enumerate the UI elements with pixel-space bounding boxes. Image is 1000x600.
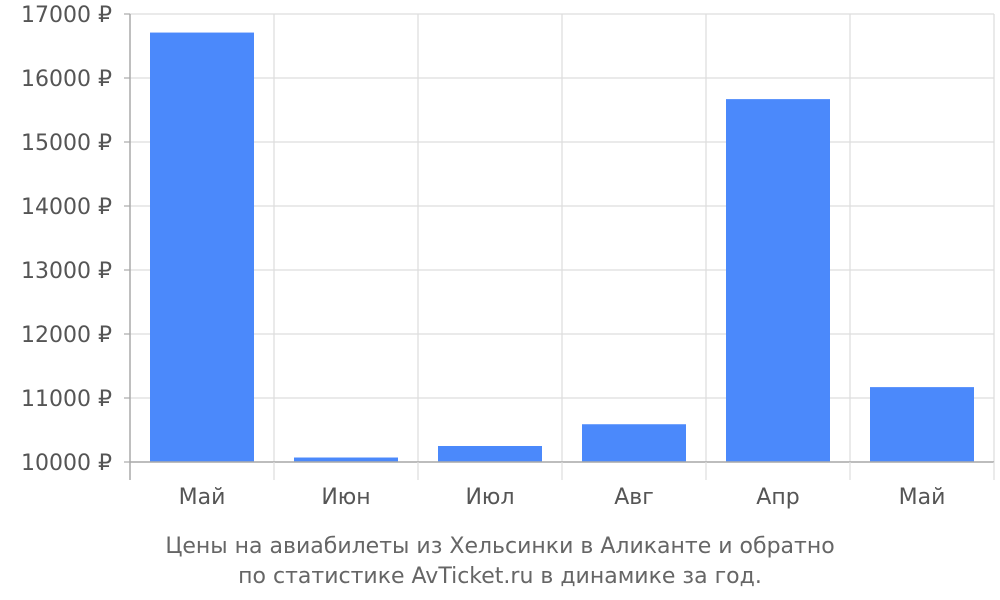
x-tick-label: Июн <box>321 485 370 510</box>
y-tick-label: 13000 ₽ <box>21 259 112 284</box>
bar-1 <box>150 32 254 463</box>
y-tick-label: 15000 ₽ <box>21 131 112 156</box>
y-tick-label: 12000 ₽ <box>21 323 112 348</box>
y-tick-label: 16000 ₽ <box>21 67 112 92</box>
y-tick-label: 11000 ₽ <box>21 387 112 412</box>
x-tick-label: Июл <box>465 485 514 510</box>
x-tick-label: Авг <box>614 485 654 510</box>
bar-3 <box>438 446 542 462</box>
chart-caption-line-2: по статистике AvTicket.ru в динамике за … <box>238 564 762 589</box>
x-tick-label: Май <box>179 485 226 510</box>
y-tick-label: 14000 ₽ <box>21 195 112 220</box>
x-tick-label: Апр <box>756 485 799 510</box>
bar-2 <box>294 457 398 462</box>
chart-caption-line-1: Цены на авиабилеты из Хельсинки в Аликан… <box>165 534 835 559</box>
bar-4 <box>582 424 686 462</box>
y-tick-label: 10000 ₽ <box>21 451 112 476</box>
x-tick-label: Май <box>899 485 946 510</box>
bar-5 <box>726 99 830 463</box>
bar-6 <box>870 387 974 462</box>
y-tick-label: 17000 ₽ <box>21 3 112 28</box>
